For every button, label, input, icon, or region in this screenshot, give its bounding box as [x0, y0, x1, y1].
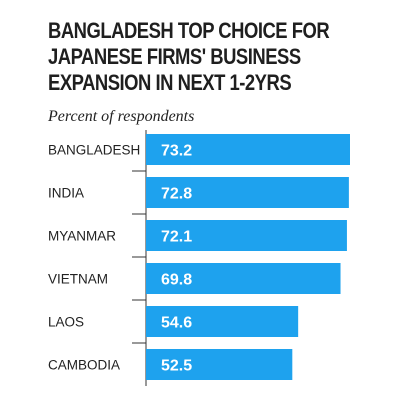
category-label: VIETNAM — [48, 272, 108, 287]
category-label: INDIA — [48, 186, 84, 201]
bar — [146, 177, 349, 208]
value-label: 73.2 — [161, 143, 192, 160]
category-label: MYANMAR — [48, 229, 116, 244]
bar — [146, 134, 350, 165]
value-label: 72.8 — [161, 186, 192, 203]
chart-title-line-2: JAPANESE FIRMS' BUSINESS — [48, 44, 301, 69]
bar — [146, 306, 299, 337]
category-label: LAOS — [48, 315, 84, 330]
chart-title: BANGLADESH TOP CHOICE FOR JAPANESE FIRMS… — [48, 18, 330, 96]
chart-subtitle: Percent of respondents — [48, 108, 195, 125]
bar — [146, 349, 293, 380]
bar — [146, 263, 341, 294]
category-label: CAMBODIA — [48, 358, 120, 373]
value-label: 54.6 — [161, 315, 192, 332]
chart-title-line-3: EXPANSION IN NEXT 1-2YRS — [48, 70, 292, 95]
chart-title-line-1: BANGLADESH TOP CHOICE FOR — [48, 18, 330, 43]
value-label: 69.8 — [161, 272, 192, 289]
value-label: 72.1 — [161, 229, 192, 246]
category-label: BANGLADESH — [48, 143, 140, 158]
bar — [146, 220, 347, 251]
value-label: 52.5 — [161, 358, 192, 375]
